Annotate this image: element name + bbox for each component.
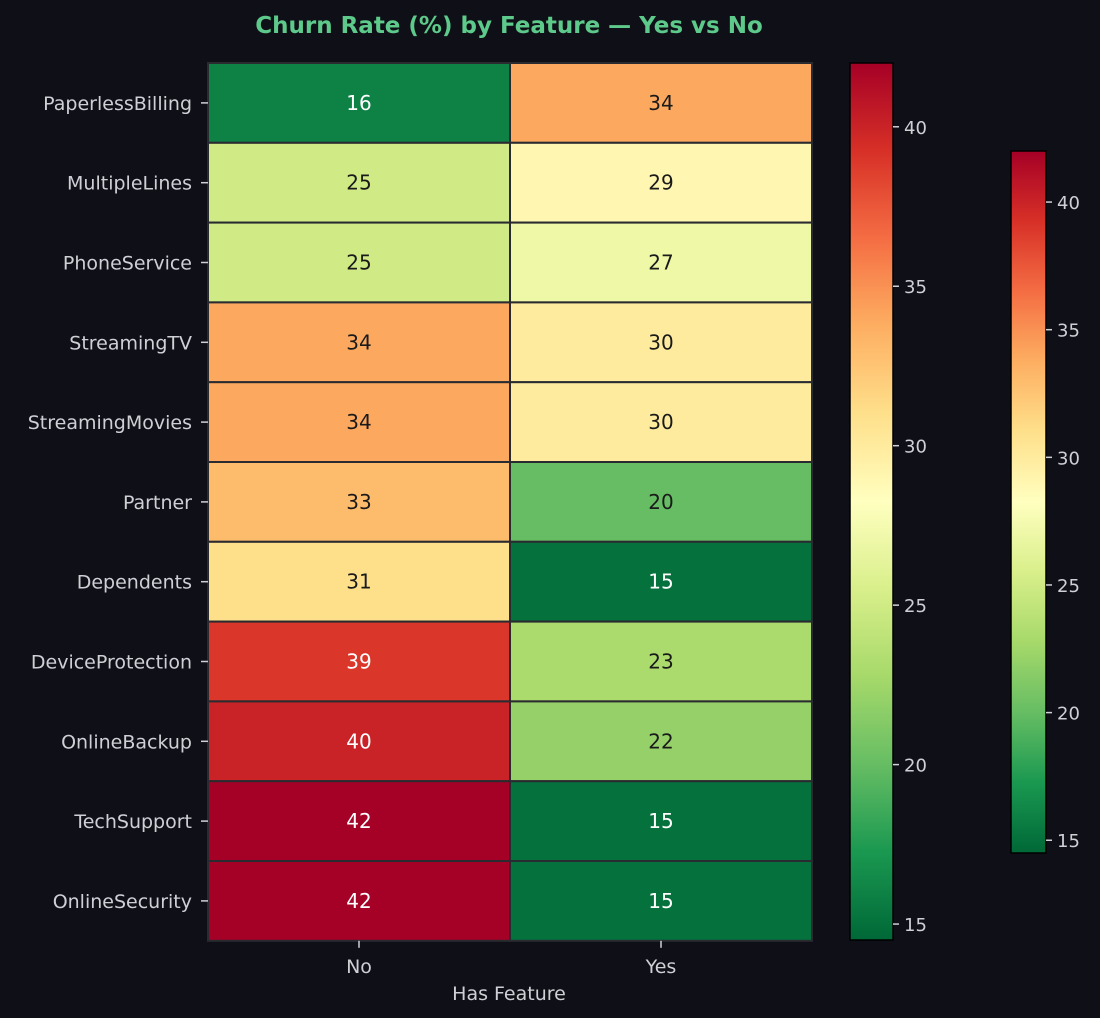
x-axis: No Yes (346, 940, 677, 978)
heatmap-cell (509, 301, 813, 384)
heatmap-cell (207, 860, 511, 942)
colorbar-tick-label: 15 (904, 915, 927, 936)
cell-value-label: 29 (648, 171, 673, 195)
cell-value-label: 16 (346, 91, 371, 115)
cell-value-label: 34 (346, 330, 371, 354)
colorbar-tick-label: 35 (1057, 321, 1080, 342)
heatmap-cell (509, 780, 813, 863)
cell-value-label: 30 (648, 410, 673, 434)
cell-value-label: 15 (648, 809, 673, 833)
heatmap-cell (207, 62, 511, 144)
cell-value-label: 30 (648, 330, 673, 354)
cell-value-label: 39 (346, 650, 371, 674)
y-tick-label: PhoneService (63, 253, 192, 275)
colorbar-tick-label: 25 (904, 596, 927, 617)
cell-value-label: 27 (648, 251, 673, 275)
heatmap-cell (509, 381, 813, 464)
colorbar-tick-label: 30 (904, 437, 927, 458)
cell-value-label: 40 (346, 729, 371, 753)
y-tick-label: Partner (123, 492, 192, 514)
y-tick-label: StreamingTV (69, 332, 192, 354)
heatmap-cell (509, 860, 813, 942)
chart-title: Churn Rate (%) by Feature — Yes vs No (255, 13, 763, 39)
colorbar-gradient (1010, 150, 1047, 854)
heatmap-cell (207, 780, 511, 863)
colorbar-tick-label: 25 (1057, 576, 1080, 597)
heatmap-cells: 16 34 25 29 25 27 34 30 34 30 33 20 31 15 39 23 40 22 42 15… (207, 62, 813, 942)
cell-value-label: 33 (346, 490, 371, 514)
cell-value-label: 15 (648, 570, 673, 594)
x-tick-label: Yes (645, 956, 677, 978)
y-tick-label: StreamingMovies (28, 412, 192, 434)
cell-value-label: 42 (346, 809, 371, 833)
heatmap-cell (509, 141, 813, 224)
cell-value-label: 23 (648, 650, 673, 674)
cell-value-label: 25 (346, 171, 371, 195)
heatmap-cell (509, 62, 813, 144)
y-tick-label: MultipleLines (67, 173, 192, 195)
cell-value-label: 15 (648, 889, 673, 913)
colorbar-tick-label: 15 (1057, 831, 1080, 852)
x-axis-title: Has Feature (452, 983, 566, 1005)
colorbar-tick-label: 40 (904, 118, 927, 139)
cell-value-label: 31 (346, 570, 371, 594)
colorbar-tick-label: 35 (904, 277, 927, 298)
heatmap-cell (509, 700, 813, 783)
colorbar-tick-label: 20 (1057, 704, 1080, 725)
y-tick-label: OnlineSecurity (53, 891, 192, 913)
cell-value-label: 20 (648, 490, 673, 514)
cell-value-label: 25 (346, 251, 371, 275)
heatmap-cell (207, 141, 511, 224)
heatmap-cell (509, 540, 813, 623)
y-tick-label: DeviceProtection (31, 652, 192, 674)
colorbar-tick-label: 40 (1057, 193, 1080, 214)
x-tick-label: No (346, 956, 372, 978)
colorbar-tick-label: 30 (1057, 448, 1080, 469)
colorbar-gradient (849, 62, 894, 941)
heatmap-cell (509, 461, 813, 543)
colorbar-tick-label: 20 (904, 756, 927, 777)
cell-value-label: 42 (346, 889, 371, 913)
y-tick-label: PaperlessBilling (43, 93, 192, 115)
cell-value-label: 22 (648, 729, 673, 753)
cell-value-label: 34 (648, 91, 673, 115)
colorbar-main: 15 20 25 30 35 40 (849, 62, 927, 941)
y-tick-label: OnlineBackup (61, 731, 192, 753)
cell-value-label: 34 (346, 410, 371, 434)
y-tick-label: TechSupport (73, 811, 192, 833)
colorbar-secondary: 15 20 25 30 35 40 (1010, 150, 1080, 854)
heatmap-cell (509, 620, 813, 703)
heatmap-cell (509, 221, 813, 304)
y-axis: PaperlessBilling MultipleLines PhoneServic… (28, 93, 208, 913)
y-tick-label: Dependents (77, 572, 192, 594)
